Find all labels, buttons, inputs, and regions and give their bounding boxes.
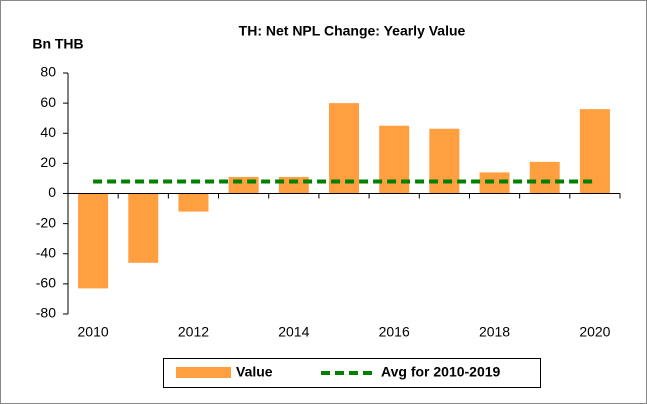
x-tick-label: 2020: [579, 324, 610, 340]
bar: [579, 109, 610, 194]
y-tick-label: -40: [36, 244, 56, 260]
x-tick-label: 2012: [178, 324, 209, 340]
y-axis-label: Bn THB: [32, 36, 83, 52]
legend-label: Value: [236, 364, 273, 380]
bar: [529, 161, 560, 194]
bar: [178, 193, 209, 212]
x-tick-label: 2014: [278, 324, 309, 340]
bar: [429, 128, 460, 194]
bar: [479, 172, 510, 194]
y-tick-label: -60: [36, 275, 56, 291]
bar: [278, 176, 309, 194]
y-tick-label: 60: [40, 94, 56, 110]
x-tick-label: 2010: [78, 324, 109, 340]
y-tick-label: 0: [48, 184, 56, 200]
bar: [78, 193, 109, 289]
x-tick-label: 2016: [379, 324, 410, 340]
y-tick-label: 80: [40, 64, 56, 80]
x-tick-label: 2018: [479, 324, 510, 340]
legend-label: Avg for 2010-2019: [381, 364, 501, 380]
bar: [329, 103, 359, 194]
y-tick-label: -80: [36, 305, 56, 321]
bar: [228, 176, 259, 194]
legend-swatch: [176, 367, 231, 378]
y-tick-label: 20: [40, 154, 56, 170]
y-tick-label: -20: [36, 214, 56, 230]
bar: [128, 193, 159, 263]
chart-title: TH: Net NPL Change: Yearly Value: [239, 23, 466, 39]
y-tick-label: 40: [40, 124, 56, 140]
